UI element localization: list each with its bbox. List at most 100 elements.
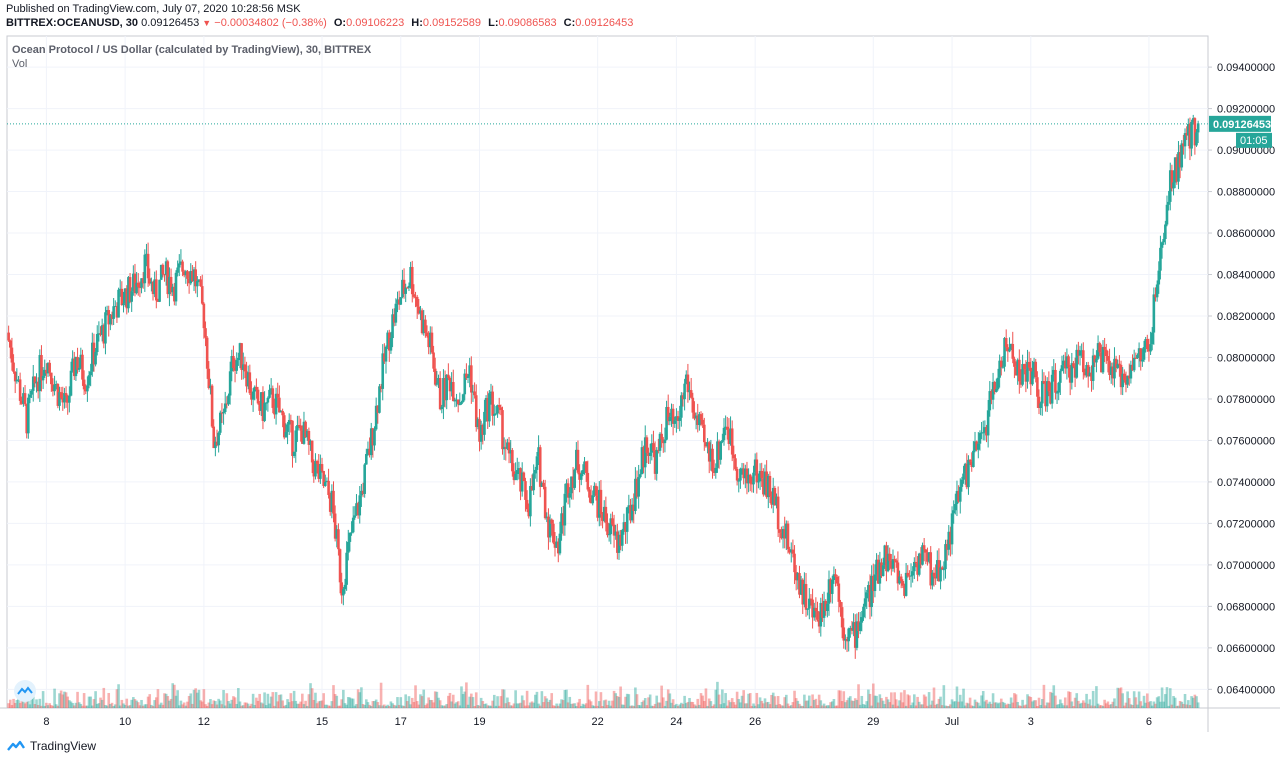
candle-body — [274, 393, 278, 415]
volume-bar — [555, 703, 558, 708]
volume-bar — [791, 702, 795, 708]
candle-body — [15, 380, 19, 382]
volume-bar — [435, 691, 439, 708]
volume-bar — [314, 692, 317, 708]
volume-bar — [1047, 702, 1051, 708]
candle-body — [325, 480, 329, 482]
candle-body — [476, 419, 480, 428]
volume-bar — [1018, 705, 1021, 708]
candle-body — [519, 468, 522, 492]
candle-body — [430, 332, 434, 353]
candle-body — [945, 544, 949, 550]
volume-bar — [258, 693, 261, 708]
candle-body — [566, 483, 570, 498]
candle-body — [246, 372, 250, 387]
candle-body — [944, 544, 947, 570]
price-tick-label: 0.06400000 — [1217, 684, 1275, 696]
volume-bar — [1157, 696, 1161, 708]
candle-body — [534, 469, 537, 474]
candle-body — [453, 400, 457, 402]
candle-body — [937, 560, 941, 582]
volume-bar — [499, 696, 503, 708]
candle-body — [958, 486, 962, 502]
candle-body — [140, 278, 143, 288]
price-tick-label: 0.06600000 — [1217, 643, 1275, 655]
volume-bar — [396, 697, 399, 708]
volume-bar — [599, 692, 603, 708]
volume-bar — [880, 698, 883, 708]
candle-body — [1155, 284, 1159, 298]
volume-bar — [960, 701, 964, 708]
volume-bar — [1080, 702, 1083, 708]
volume-bar — [132, 697, 135, 708]
volume-bar — [432, 702, 435, 708]
volume-bar — [881, 700, 885, 708]
candle-body — [1075, 349, 1079, 378]
candle-body — [1060, 365, 1064, 371]
candle-body — [834, 574, 837, 577]
volume-bar — [269, 696, 273, 708]
volume-bar — [1121, 693, 1124, 708]
volume-bar — [568, 696, 572, 708]
volume-bar — [1072, 705, 1075, 708]
volume-bar — [1021, 699, 1024, 708]
volume-bar — [653, 703, 657, 708]
candle-body — [596, 495, 599, 518]
volume-bar — [871, 683, 875, 708]
candle-body — [72, 358, 76, 377]
candle-body — [1154, 294, 1157, 298]
candle-body — [481, 425, 485, 435]
candle-body — [28, 394, 32, 398]
volume-bar — [86, 705, 89, 708]
volume-bar — [639, 705, 642, 708]
volume-bar — [181, 704, 184, 708]
volume-bar — [914, 705, 918, 708]
candle-body — [448, 377, 452, 392]
volume-bar — [652, 705, 655, 708]
candle-body — [327, 480, 330, 495]
candle-body — [419, 310, 422, 314]
volume-bar — [980, 695, 983, 708]
candle-body — [105, 310, 109, 313]
volume-bar — [168, 700, 171, 708]
volume-bar — [450, 701, 453, 708]
candle-body — [1191, 118, 1195, 123]
volume-bar — [279, 694, 283, 708]
candle-body — [447, 374, 450, 378]
candle-body — [570, 476, 573, 494]
candle-body — [478, 419, 481, 442]
volume-bar — [927, 692, 931, 708]
candle-body — [1054, 369, 1057, 393]
volume-bar — [1082, 700, 1085, 708]
candle-body — [990, 391, 993, 400]
volume-bar — [128, 705, 132, 708]
volume-bar — [394, 705, 398, 708]
volume-bar — [49, 705, 53, 708]
candle-body — [845, 639, 849, 642]
candle-body — [776, 496, 780, 530]
candle-body — [529, 486, 532, 517]
candle-body — [977, 443, 980, 450]
volume-bar — [1124, 702, 1128, 708]
candle-body — [1029, 367, 1033, 385]
volume-bar — [479, 697, 483, 708]
footer-brand[interactable]: TradingView — [6, 739, 96, 753]
volume-bar — [832, 698, 836, 708]
candle-body — [515, 470, 519, 474]
volume-bar — [891, 704, 895, 708]
price-tick-label: 0.08400000 — [1217, 270, 1275, 282]
volume-bar — [944, 705, 947, 708]
candle-body — [1195, 132, 1198, 146]
volume-bar — [1118, 688, 1121, 708]
volume-bar — [230, 699, 234, 708]
volume-bar — [358, 692, 362, 708]
volume-bar — [374, 699, 378, 708]
candle-body — [222, 412, 225, 414]
candle-body — [1086, 365, 1090, 377]
volume-bar — [310, 688, 314, 708]
volume-bar — [578, 698, 581, 708]
volume-bar — [1137, 691, 1141, 708]
volume-bar — [312, 699, 316, 708]
volume-bar — [868, 693, 872, 708]
